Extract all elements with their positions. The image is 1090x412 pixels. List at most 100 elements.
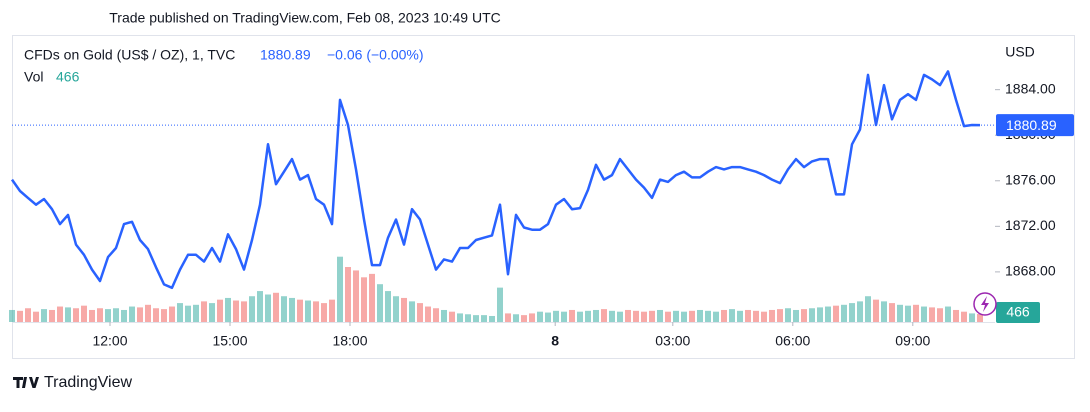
x-tick-label: 8 [551, 333, 559, 349]
volume-bar [793, 309, 799, 322]
volume-bar [345, 267, 351, 322]
volume-bar [697, 309, 703, 322]
volume-bar [249, 296, 255, 322]
volume-bar [745, 309, 751, 322]
volume-bar [905, 305, 911, 322]
volume-bar [929, 307, 935, 322]
volume-bar [489, 315, 495, 322]
volume-bar [881, 301, 887, 322]
volume-bar [153, 308, 159, 322]
volume-bar [185, 305, 191, 322]
volume-bar [225, 297, 231, 322]
volume-bar [689, 310, 695, 322]
y-tick-label: 1884.00 [1005, 80, 1056, 96]
volume-bar [233, 300, 239, 322]
volume-bar [857, 301, 863, 322]
volume-bar [833, 305, 839, 322]
volume-bar [809, 308, 815, 322]
volume-bar [337, 256, 343, 322]
volume-bar [209, 303, 215, 322]
volume-bar [769, 309, 775, 322]
volume-bar [841, 304, 847, 322]
volume-bar [673, 310, 679, 322]
x-tick-label: 03:00 [655, 333, 690, 349]
volume-bar [577, 311, 583, 322]
chart-frame [12, 35, 1075, 359]
volume-bar [913, 304, 919, 322]
volume-bar [433, 308, 439, 322]
volume-bar [97, 308, 103, 322]
volume-bar [961, 311, 967, 322]
volume-bar [825, 306, 831, 322]
volume-bar [897, 304, 903, 322]
legend-change: −0.06 (−0.00%) [327, 47, 424, 63]
volume-tag-label: 466 [1006, 304, 1030, 320]
volume-bar [633, 310, 639, 322]
volume-bar [281, 296, 287, 322]
volume-bar [513, 314, 519, 322]
y-axis-label: USD [1005, 44, 1035, 60]
volume-bar [593, 309, 599, 322]
volume-bar [681, 311, 687, 322]
volume-bar [457, 313, 463, 322]
legend-volume: 466 [56, 69, 80, 85]
volume-bar [105, 309, 111, 322]
volume-bar [361, 277, 367, 322]
footer: TradingView [44, 374, 132, 391]
volume-bar [921, 306, 927, 322]
volume-bar [721, 309, 727, 322]
volume-bar [273, 292, 279, 322]
volume-bar [113, 308, 119, 322]
volume-bar [81, 305, 87, 322]
legend-symbol: CFDs on Gold (US$ / OZ), 1, TVC [24, 47, 235, 63]
volume-bar [465, 314, 471, 322]
volume-bar [129, 306, 135, 322]
volume-bar [785, 308, 791, 322]
y-tick-label: 1868.00 [1005, 263, 1056, 279]
volume-bar [737, 310, 743, 322]
x-tick-label: 18:00 [332, 333, 367, 349]
volume-bar [473, 315, 479, 322]
volume-bar [177, 303, 183, 322]
volume-bar [33, 311, 39, 322]
volume-bar [65, 307, 71, 322]
volume-bar [889, 303, 895, 322]
volume-bar [9, 309, 15, 322]
volume-bar [57, 306, 63, 322]
volume-bar [561, 311, 567, 322]
y-tick-label: 1872.00 [1005, 217, 1056, 233]
volume-bar [121, 309, 127, 322]
legend-volume-label: Vol [24, 69, 43, 85]
volume-bar [241, 301, 247, 322]
volume-bar [545, 312, 551, 322]
volume-bar [641, 311, 647, 322]
volume-bar [265, 294, 271, 322]
volume-bar [873, 299, 879, 322]
volume-bar [945, 306, 951, 322]
volume-bar [625, 309, 631, 322]
x-tick-label: 15:00 [212, 333, 247, 349]
volume-bar [617, 311, 623, 322]
volume-bar [425, 306, 431, 322]
logo [13, 377, 39, 388]
volume-bar [953, 309, 959, 322]
volume-bar [849, 303, 855, 322]
volume-bar [777, 309, 783, 322]
volume-bar [297, 299, 303, 322]
volume-bar [497, 287, 503, 322]
volume-bar [385, 291, 391, 322]
volume-bar [201, 301, 207, 322]
volume-bar [409, 301, 415, 322]
volume-bar [801, 309, 807, 322]
volume-bar [393, 296, 399, 322]
volume-bar [481, 315, 487, 322]
volume-bar [729, 309, 735, 322]
volume-bar [585, 310, 591, 322]
volume-bar [353, 270, 359, 322]
legend-last: 1880.89 [260, 47, 311, 63]
last-price-tag [996, 114, 1074, 137]
volume-bar [553, 310, 559, 322]
volume-bar [17, 310, 23, 322]
volume-bar [969, 313, 975, 322]
volume-bar [529, 313, 535, 322]
